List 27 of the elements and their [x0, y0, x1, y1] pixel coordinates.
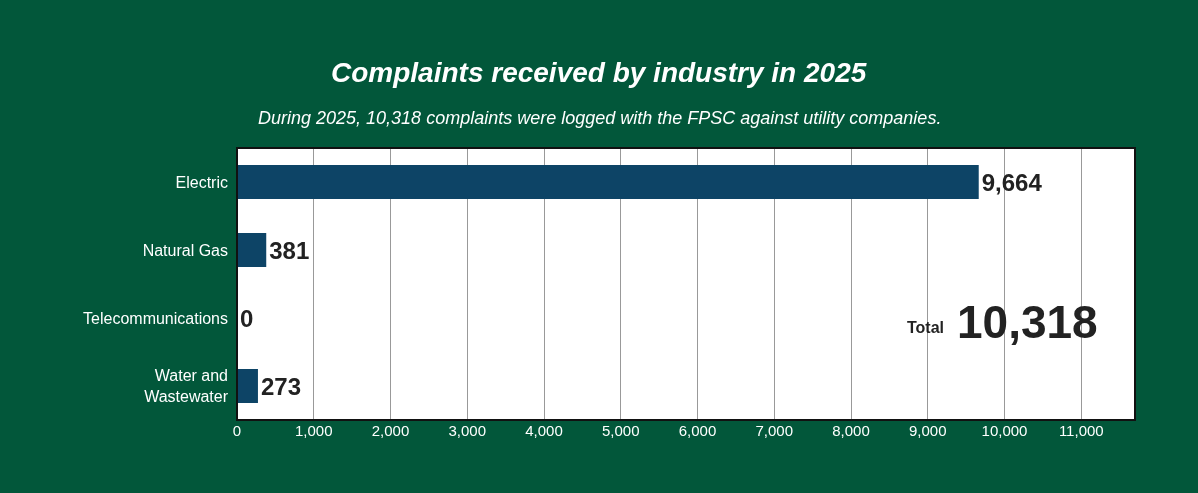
- y-tick-label: Telecommunications: [83, 309, 228, 327]
- y-tick-label: Water and Wastewater: [144, 367, 229, 405]
- bar: [237, 233, 267, 267]
- annotation: Total: [907, 319, 945, 336]
- annotation: 10,318: [957, 296, 1098, 348]
- x-tick-label: 7,000: [755, 422, 794, 439]
- x-tick-label: 11,000: [1058, 422, 1104, 439]
- data-label: 273: [260, 372, 301, 400]
- bar: [237, 369, 258, 403]
- x-tick-label: 1,000: [294, 422, 333, 439]
- data-label: 9,664: [981, 168, 1043, 196]
- x-tick-label: 3,000: [448, 422, 487, 439]
- data-label: 381: [269, 236, 310, 264]
- x-tick-label: 8,000: [832, 422, 870, 439]
- x-tick-label: 6,000: [678, 422, 717, 439]
- x-tick-label: 0: [232, 422, 242, 439]
- chart-title: Complaints received by industry in 2025: [331, 57, 867, 88]
- x-tick-label: 10,000: [981, 422, 1028, 439]
- y-tick-label: Natural Gas: [142, 241, 228, 259]
- x-tick-label: 2,000: [371, 422, 410, 439]
- y-tick-label: Electric: [175, 173, 228, 191]
- bar: [237, 165, 979, 199]
- x-tick-label: 4,000: [525, 422, 563, 439]
- x-tick-label: 5,000: [601, 422, 640, 439]
- data-label: 0: [240, 304, 254, 332]
- chart-subtitle: During 2025, 10,318 complaints were logged with the FPSC against utility companies.: [258, 108, 942, 128]
- x-tick-label: 9,000: [909, 422, 947, 439]
